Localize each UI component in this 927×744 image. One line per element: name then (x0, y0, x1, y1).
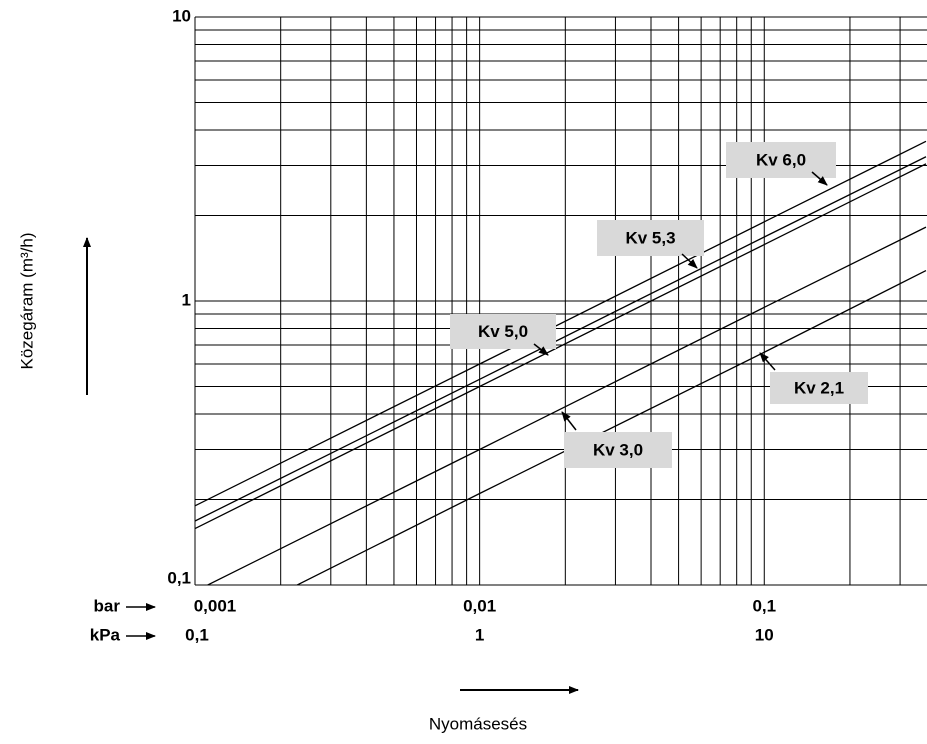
label-box (770, 372, 868, 404)
x-tick-label: 0,1 (752, 596, 776, 615)
label-arrow (811, 171, 828, 186)
y-tick-label: 0,1 (167, 568, 191, 587)
x2-tick-label: 0,1 (185, 625, 209, 644)
series-label: Kv 6,0 (756, 150, 806, 169)
y-tick-label: 1 (182, 290, 191, 309)
label-arrow (561, 411, 577, 431)
row-label: kPa (90, 625, 121, 644)
row-label: bar (94, 596, 121, 615)
series-label: Kv 3,0 (593, 440, 643, 459)
series-label: Kv 5,0 (478, 322, 528, 341)
plot-area (195, 140, 927, 585)
y-tick-label: 10 (172, 6, 191, 25)
x-axis-title: Nyomásesés (429, 714, 527, 733)
y-axis-title: Közegáram (m³/h) (17, 233, 36, 370)
x2-tick-label: 10 (755, 625, 774, 644)
label-box (564, 432, 672, 468)
label-arrow (759, 352, 776, 371)
label-box (597, 220, 704, 256)
series-line (195, 163, 927, 530)
x2-tick-label: 1 (475, 625, 484, 644)
label-box (726, 142, 836, 178)
x-tick-label: 0,001 (194, 596, 237, 615)
label-box (450, 314, 556, 349)
series-line (206, 226, 927, 585)
series-label: Kv 2,1 (794, 378, 844, 397)
label-arrow (533, 343, 549, 356)
series-line (195, 156, 927, 522)
label-arrow (681, 253, 698, 269)
series-label: Kv 5,3 (625, 228, 675, 247)
series-line (195, 140, 927, 507)
x-tick-label: 0,01 (463, 596, 496, 615)
series-line (295, 269, 927, 585)
